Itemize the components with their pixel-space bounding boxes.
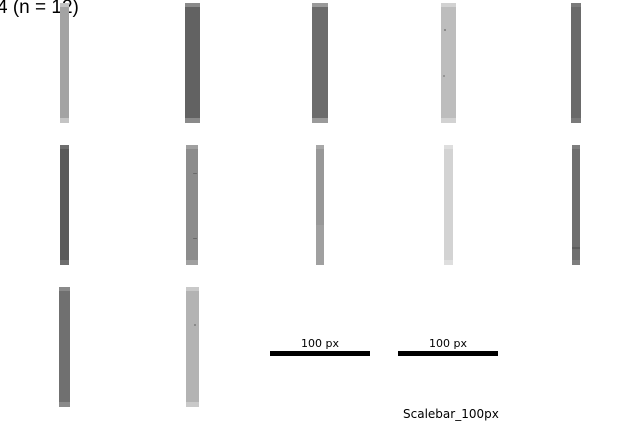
strip-edge-bottom <box>185 118 200 123</box>
page-title: 4 (n = 12) <box>0 0 79 18</box>
strip-speck <box>194 324 196 326</box>
image-strip-7 <box>186 145 198 265</box>
strip-edge-top <box>60 145 69 149</box>
image-strip-4 <box>441 3 456 123</box>
strip-speck <box>444 29 446 31</box>
strip-edge-top <box>444 145 453 149</box>
image-strip-8 <box>316 145 324 265</box>
strip-edge-top <box>60 3 69 7</box>
scale-bar-label: 100 px <box>301 337 339 350</box>
scale-bar: 100 px <box>398 337 498 357</box>
strip-edge-bottom <box>186 260 198 265</box>
strip-edge-top <box>441 3 456 7</box>
strip-edge-bottom <box>571 118 581 123</box>
strip-edge-bottom <box>444 260 453 265</box>
image-strip-12 <box>186 287 199 407</box>
strip-speck <box>193 173 197 174</box>
strip-edge-top <box>571 3 581 7</box>
strip-edge-top <box>59 287 70 291</box>
scale-bar-line <box>398 351 498 356</box>
image-strip-5 <box>571 3 581 123</box>
scale-bar-label: 100 px <box>429 337 467 350</box>
strip-edge-bottom <box>186 402 199 407</box>
strip-band-middle <box>316 225 324 265</box>
image-strip-6 <box>60 145 69 265</box>
scale-bar-line <box>270 351 370 356</box>
scalebar-caption: Scalebar_100px <box>403 407 499 421</box>
scale-bar: 100 px <box>270 337 370 357</box>
strip-edge-top <box>312 3 328 7</box>
image-strip-3 <box>312 3 328 123</box>
strip-edge-bottom <box>60 260 69 265</box>
strip-speck <box>193 238 197 239</box>
strip-edge-top <box>572 145 580 149</box>
strip-edge-top <box>185 3 200 7</box>
strip-edge-bottom <box>312 118 328 123</box>
image-strip-2 <box>185 3 200 123</box>
strip-band-middle <box>572 247 580 249</box>
strip-edge-top <box>316 145 324 149</box>
strip-edge-top <box>186 287 199 291</box>
strip-edge-bottom <box>441 118 456 123</box>
strip-speck <box>443 75 445 77</box>
image-strip-11 <box>59 287 70 407</box>
strip-edge-bottom <box>572 260 580 265</box>
strip-edge-bottom <box>60 118 69 123</box>
image-strip-1 <box>60 3 69 123</box>
image-strip-10 <box>572 145 580 265</box>
image-strip-9 <box>444 145 453 265</box>
strip-edge-top <box>186 145 198 149</box>
strip-edge-bottom <box>59 402 70 407</box>
